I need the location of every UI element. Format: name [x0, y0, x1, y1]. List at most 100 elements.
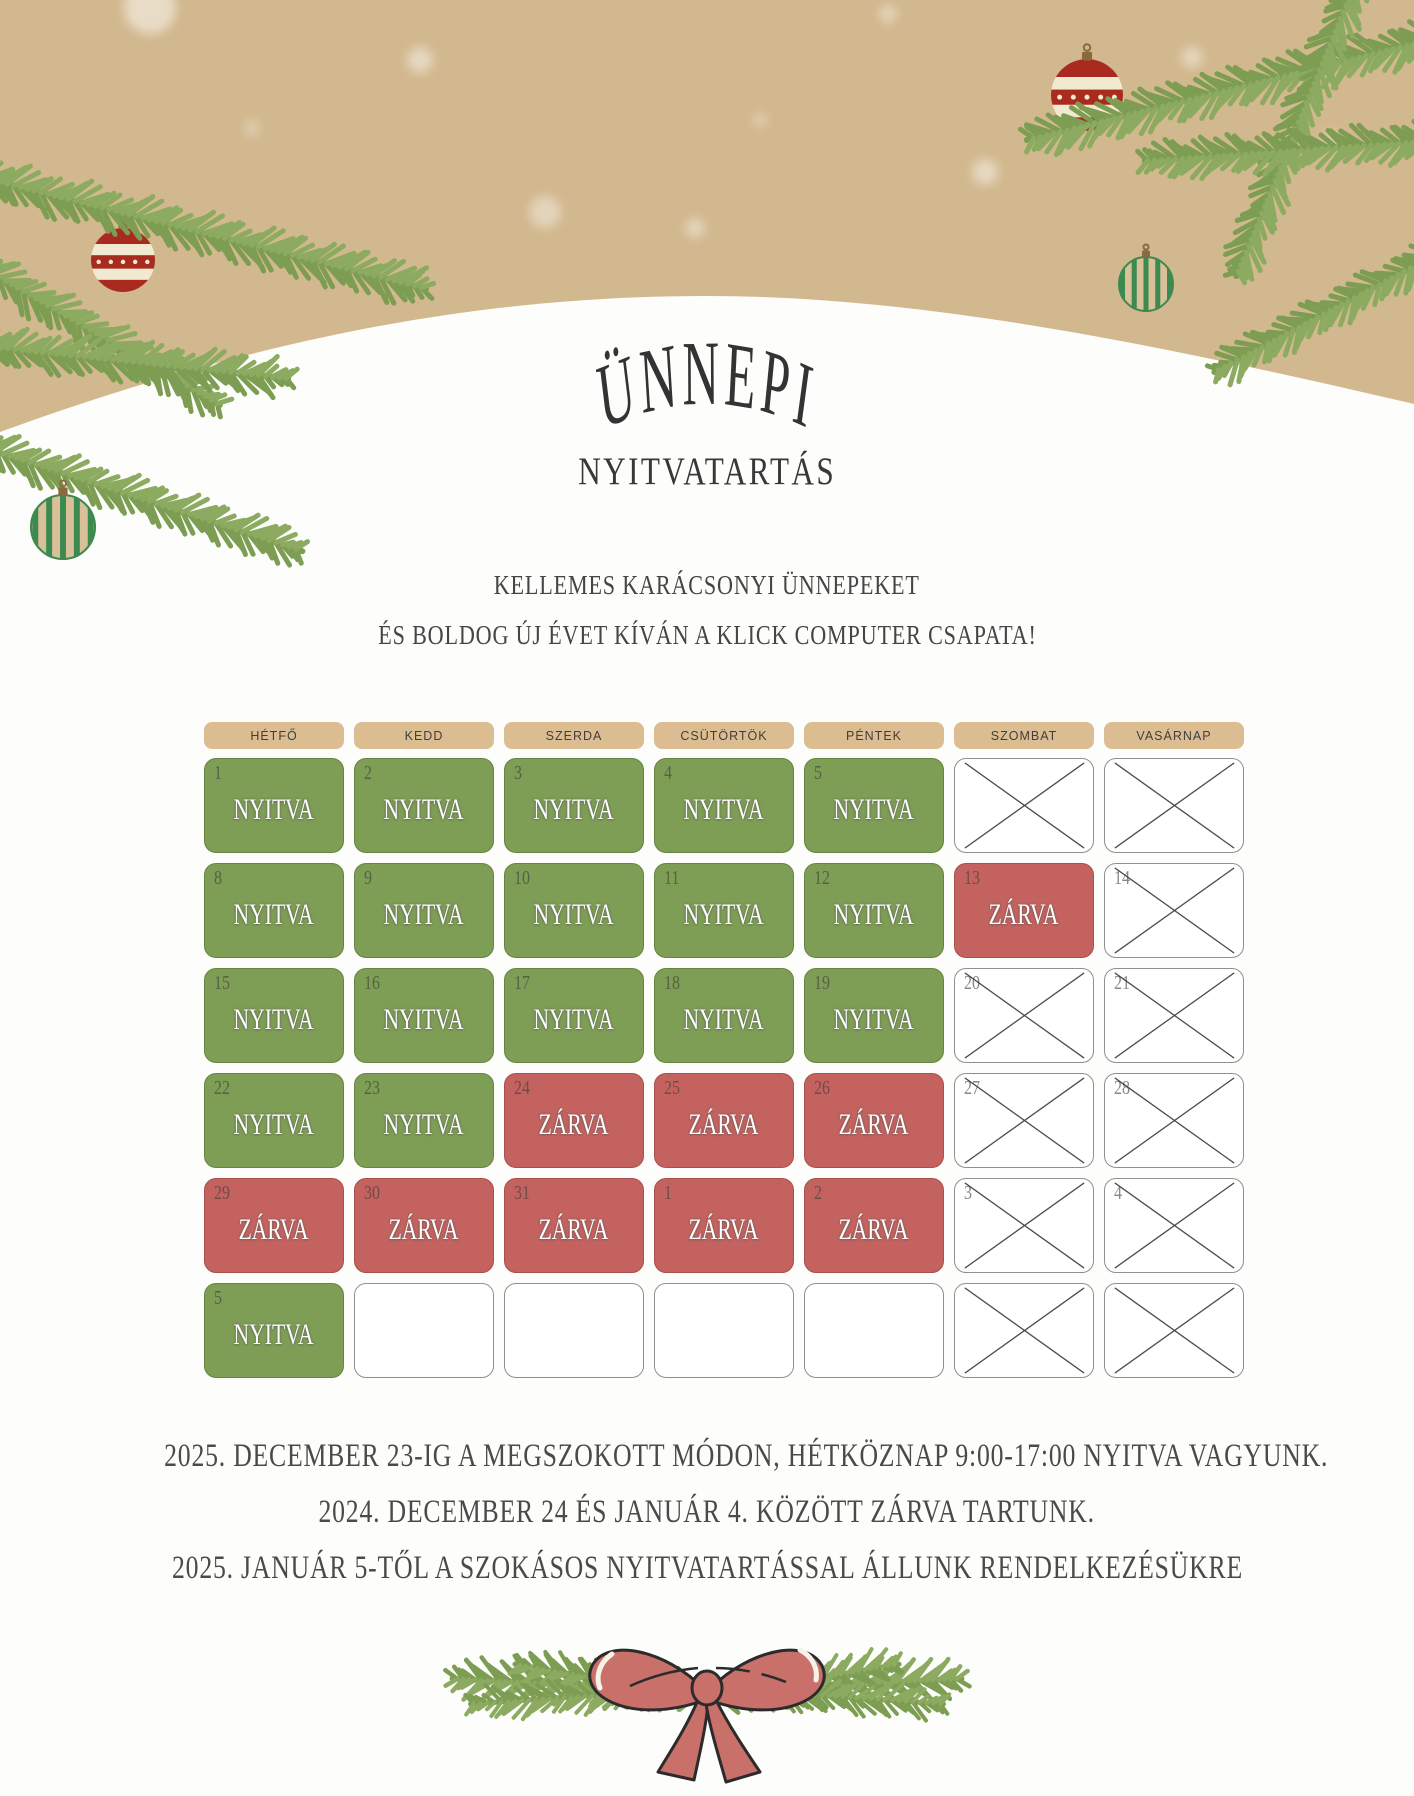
greeting-text: KELLEMES KARÁCSONYI ÜNNEPEKET ÉS BOLDOG …	[0, 560, 1414, 660]
day-number: 2	[364, 762, 372, 784]
status-label: NYITVA	[383, 1002, 464, 1036]
day-header-pill: PÉNTEK	[804, 722, 944, 749]
day-number: 24	[514, 1077, 530, 1099]
calendar-cell-9: NYITVA 9	[354, 863, 494, 958]
greeting-line-2: ÉS BOLDOG ÚJ ÉVET KÍVÁN A KLICK COMPUTER…	[377, 620, 1037, 650]
day-number: 5	[814, 762, 822, 784]
day-number: 5	[214, 1287, 222, 1309]
calendar-cell-1: NYITVA 1	[204, 758, 344, 853]
day-number: 22	[214, 1077, 230, 1099]
day-number: 11	[664, 867, 680, 889]
status-label: NYITVA	[533, 1002, 614, 1036]
footer-notes: 2025. DECEMBER 23-IG A MEGSZOKOTT MÓDON,…	[0, 1428, 1414, 1596]
calendar-cell-2: ZÁRVA 2	[804, 1178, 944, 1273]
status-label: NYITVA	[533, 897, 614, 931]
status-label: ZÁRVA	[539, 1107, 609, 1141]
status-label: ZÁRVA	[239, 1212, 309, 1246]
day-header-pill: SZOMBAT	[954, 722, 1094, 749]
status-label: ZÁRVA	[389, 1212, 459, 1246]
footer-note-2: 2024. DECEMBER 24 ÉS JANUÁR 4. KÖZÖTT ZÁ…	[318, 1494, 1096, 1530]
day-number: 12	[814, 867, 830, 889]
calendar-cell-2: NYITVA 2	[354, 758, 494, 853]
calendar-cell-16: NYITVA 16	[354, 968, 494, 1063]
day-number: 25	[664, 1077, 680, 1099]
calendar-cell-25: ZÁRVA 25	[654, 1073, 794, 1168]
day-number: 4	[1114, 1182, 1122, 1204]
status-label: ZÁRVA	[989, 897, 1059, 931]
calendar-cell	[354, 1283, 494, 1378]
day-number: 20	[964, 972, 980, 994]
day-number: 9	[364, 867, 372, 889]
calendar-cell-4: 4	[1104, 1178, 1244, 1273]
day-number: 3	[964, 1182, 972, 1204]
calendar-cell-5: NYITVA 5	[204, 1283, 344, 1378]
calendar-cell-17: NYITVA 17	[504, 968, 644, 1063]
day-number: 3	[514, 762, 522, 784]
day-header-pill: HÉTFŐ	[204, 722, 344, 749]
status-label: NYITVA	[383, 792, 464, 826]
calendar-cell-30: ZÁRVA 30	[354, 1178, 494, 1273]
calendar-cell-4: NYITVA 4	[654, 758, 794, 853]
status-label: NYITVA	[233, 1317, 314, 1351]
day-number: 1	[664, 1182, 672, 1204]
svg-text:ÜNNEPI: ÜNNEPI	[592, 323, 822, 450]
day-number: 18	[664, 972, 680, 994]
calendar-cell-3: NYITVA 3	[504, 758, 644, 853]
day-number: 14	[1114, 867, 1130, 889]
day-number: 21	[1114, 972, 1130, 994]
cross-icon	[955, 1179, 1093, 1272]
day-number: 4	[664, 762, 672, 784]
cross-icon	[955, 969, 1093, 1062]
day-number: 19	[814, 972, 830, 994]
greeting-line-1: KELLEMES KARÁCSONYI ÜNNEPEKET	[494, 570, 920, 600]
status-label: NYITVA	[833, 897, 914, 931]
status-label: NYITVA	[233, 897, 314, 931]
pine-branch-top-left	[0, 160, 437, 568]
calendar: HÉTFŐ KEDD SZERDA CSÜTÖRTÖK PÉNTEK SZOMBAT VAS…	[204, 722, 1244, 1378]
day-number: 23	[364, 1077, 380, 1099]
status-label: NYITVA	[233, 792, 314, 826]
calendar-grid: NYITVA 1 NYITVA 2 NYITVA 3 NYITVA 4 NYITVA 5 NYITV…	[204, 758, 1244, 1378]
day-number: 8	[214, 867, 222, 889]
day-number: 15	[214, 972, 230, 994]
status-label: ZÁRVA	[839, 1212, 909, 1246]
cross-icon	[1105, 864, 1243, 957]
day-number: 1	[214, 762, 222, 784]
footer-note-3: 2025. JANUÁR 5-TŐL A SZOKÁSOS NYITVATART…	[171, 1550, 1243, 1586]
status-label: NYITVA	[683, 897, 764, 931]
cross-icon	[955, 1284, 1093, 1377]
day-number: 30	[364, 1182, 380, 1204]
calendar-cell	[1104, 758, 1244, 853]
status-label: NYITVA	[683, 1002, 764, 1036]
day-number: 26	[814, 1077, 830, 1099]
calendar-cell-31: ZÁRVA 31	[504, 1178, 644, 1273]
calendar-cell-19: NYITVA 19	[804, 968, 944, 1063]
calendar-cell-1: ZÁRVA 1	[654, 1178, 794, 1273]
day-header-row: HÉTFŐ KEDD SZERDA CSÜTÖRTÖK PÉNTEK SZOMBAT VAS…	[204, 722, 1244, 749]
calendar-cell-28: 28	[1104, 1073, 1244, 1168]
calendar-cell	[1104, 1283, 1244, 1378]
calendar-cell	[654, 1283, 794, 1378]
day-number: 13	[964, 867, 980, 889]
cross-icon	[1105, 1284, 1243, 1377]
calendar-cell-29: ZÁRVA 29	[204, 1178, 344, 1273]
status-label: ZÁRVA	[539, 1212, 609, 1246]
day-number: 16	[364, 972, 380, 994]
status-label: NYITVA	[383, 897, 464, 931]
cross-icon	[1105, 1179, 1243, 1272]
day-number: 28	[1114, 1077, 1130, 1099]
calendar-cell	[804, 1283, 944, 1378]
calendar-cell-5: NYITVA 5	[804, 758, 944, 853]
calendar-cell-8: NYITVA 8	[204, 863, 344, 958]
calendar-cell-21: 21	[1104, 968, 1244, 1063]
cross-icon	[1105, 759, 1243, 852]
cross-icon	[955, 759, 1093, 852]
calendar-cell-14: 14	[1104, 863, 1244, 958]
status-label: NYITVA	[233, 1107, 314, 1141]
footer-note-1: 2025. DECEMBER 23-IG A MEGSZOKOTT MÓDON,…	[164, 1438, 1329, 1474]
calendar-cell-27: 27	[954, 1073, 1094, 1168]
calendar-cell-10: NYITVA 10	[504, 863, 644, 958]
calendar-cell-20: 20	[954, 968, 1094, 1063]
